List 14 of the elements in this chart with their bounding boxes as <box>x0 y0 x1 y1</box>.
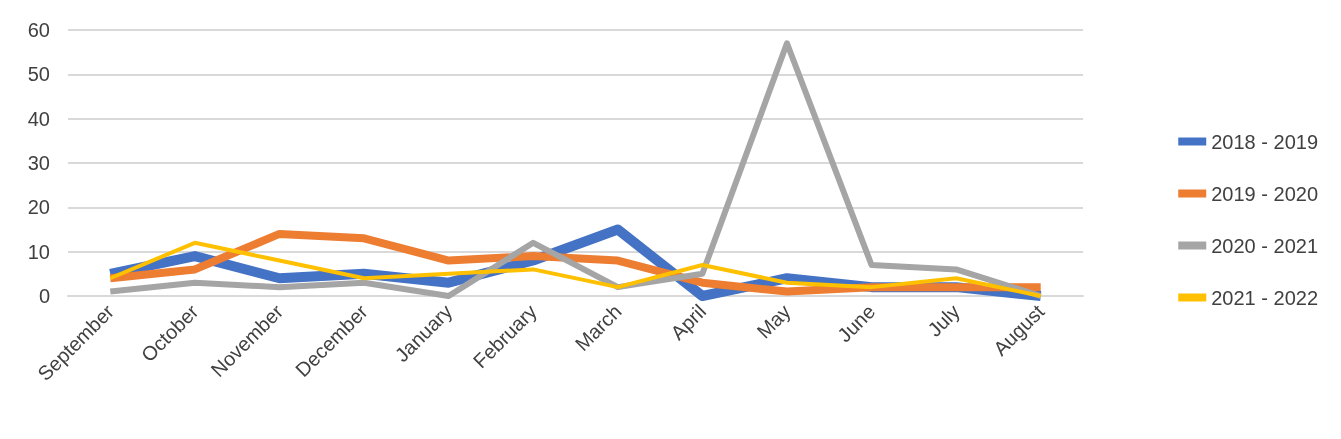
legend-label: 2018 - 2019 <box>1211 130 1319 153</box>
y-tick-label: 60 <box>27 19 50 41</box>
legend-label: 2020 - 2021 <box>1211 234 1319 257</box>
y-tick-label: 0 <box>38 285 50 307</box>
y-tick-label: 40 <box>27 107 50 130</box>
y-tick-label: 30 <box>27 152 50 174</box>
y-tick-label: 20 <box>27 196 50 219</box>
y-tick-label: 50 <box>27 63 50 86</box>
line-series <box>108 240 1043 298</box>
legend-label: 2021 - 2022 <box>1211 286 1319 309</box>
y-tick-label: 10 <box>27 240 50 263</box>
x-tick-label: July <box>923 300 964 341</box>
legend-label: 2019 - 2020 <box>1211 182 1319 205</box>
x-tick-label: May <box>752 300 795 343</box>
